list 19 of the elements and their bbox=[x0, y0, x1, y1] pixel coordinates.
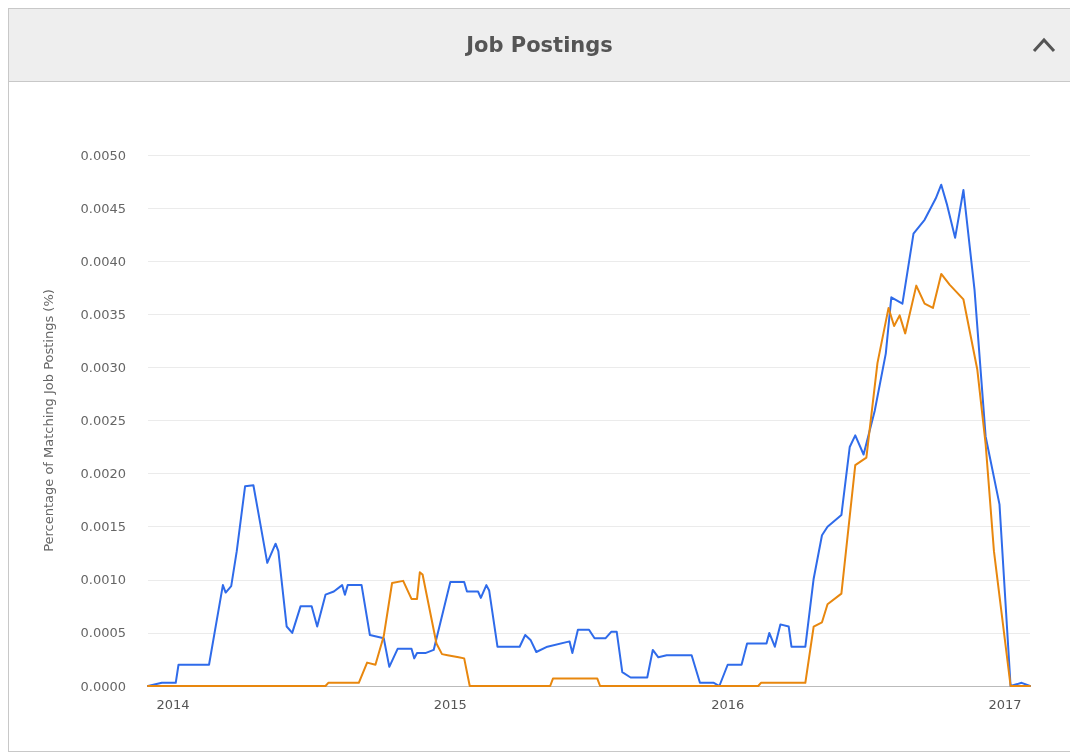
y-tick-label: 0.0025 bbox=[80, 413, 126, 428]
x-tick-label: 2014 bbox=[156, 697, 190, 712]
y-tick-label: 0.0030 bbox=[80, 359, 126, 375]
line-series bbox=[147, 183, 1031, 687]
y-tick-label: 0.0050 bbox=[80, 147, 126, 163]
y-tick-label: 0.0035 bbox=[80, 306, 126, 322]
y-tick-label: 0.0005 bbox=[80, 625, 126, 641]
y-axis-title: Percentage of Matching Job Postings (%) bbox=[41, 289, 56, 552]
x-tick-label: 2015 bbox=[433, 697, 467, 712]
x-tick-label: 2017 bbox=[988, 697, 1022, 712]
y-tick-label: 0.0040 bbox=[80, 253, 126, 269]
y-tick-label: 0.0000 bbox=[80, 678, 126, 694]
x-tick-label: 2016 bbox=[711, 697, 745, 712]
y-tick-label: 0.0015 bbox=[80, 519, 126, 535]
line-series bbox=[147, 272, 1031, 687]
y-tick-label: 0.0010 bbox=[80, 572, 126, 588]
y-tick-label: 0.0020 bbox=[80, 466, 126, 482]
y-tick-label: 0.0045 bbox=[80, 200, 126, 216]
chart-title: Job Postings bbox=[466, 33, 613, 57]
